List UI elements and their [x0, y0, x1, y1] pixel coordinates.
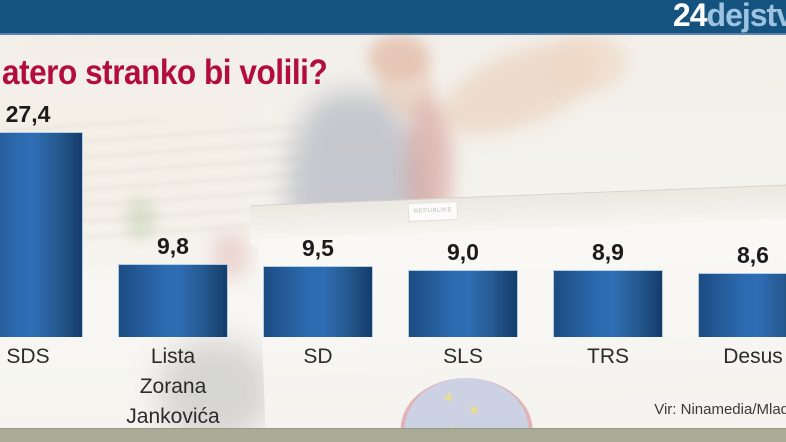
bar: [118, 264, 228, 337]
bar-category-label: SLS: [388, 342, 538, 372]
bar-value-label: 8,6: [737, 242, 769, 268]
bar-category-line: Zorana: [139, 375, 207, 398]
bar-category-line: Jankovića: [126, 405, 220, 428]
photo-white-overlay: [0, 34, 786, 442]
bar-value-label: 9,8: [157, 233, 189, 259]
bar: [0, 132, 83, 337]
bar-category-line: SD: [303, 345, 333, 368]
bar-category-line: SLS: [443, 345, 483, 368]
brand-logo-24: 24: [672, 0, 708, 33]
source-credit: Vir: Ninamedia/Mlad: [654, 401, 786, 418]
bar-value-label: 27,4: [5, 101, 51, 127]
bar: [408, 270, 518, 337]
bar: [553, 270, 663, 337]
brand-logo-24dejstva: 24dejstv: [673, 0, 786, 34]
bar-category-line: SDS: [6, 345, 50, 368]
brand-logo-dejstva: dejstv: [706, 0, 786, 33]
bar-category-line: Lista: [150, 345, 196, 368]
bottom-strip: [0, 428, 786, 442]
bar-value-label: 8,9: [592, 239, 624, 265]
bar-value-label: 9,5: [302, 235, 334, 261]
bar-category-label: Desus: [678, 342, 786, 372]
bar-category-label: Lista Zorana Jankovića: [98, 342, 248, 432]
masthead-bar: 24dejstv: [0, 0, 786, 35]
bar-category-line: Desus: [723, 345, 783, 368]
bar: [698, 273, 786, 337]
bar-category-label: TRS: [533, 342, 683, 372]
bar-value-label: 9,0: [447, 239, 479, 265]
bar: [263, 266, 373, 337]
bar-category-label: SD: [243, 342, 393, 372]
bar-category-line: TRS: [587, 345, 629, 368]
bar-category-label: SDS: [0, 342, 103, 372]
chart-title: atero stranko bi volili?: [2, 53, 328, 92]
